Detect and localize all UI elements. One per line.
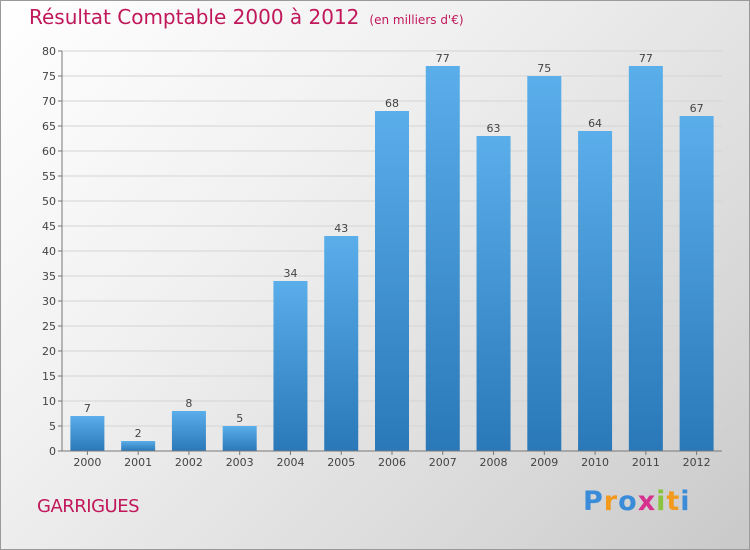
bar-value-label: 8	[185, 397, 192, 410]
bar-value-label: 2	[135, 427, 142, 440]
bars	[70, 66, 714, 451]
y-tick-label: 35	[42, 270, 56, 283]
y-tick-label: 25	[42, 320, 56, 333]
bar-value-label: 67	[690, 102, 704, 115]
bar-value-label: 5	[236, 412, 243, 425]
logo-letter: r	[603, 486, 619, 517]
title-row: Résultat Comptable 2000 à 2012 (en millie…	[29, 5, 464, 29]
data-labels: 7 2 8 5 34 43 68 77 63 75 64 77 67	[84, 52, 704, 440]
y-tick-label: 10	[42, 395, 56, 408]
y-tick-label: 45	[42, 220, 56, 233]
bar	[273, 281, 308, 451]
bar-value-label: 63	[487, 122, 501, 135]
x-tick-label: 2010	[581, 456, 609, 469]
x-tick-label: 2009	[530, 456, 558, 469]
y-tick-label: 60	[42, 145, 56, 158]
logo-letter: i	[656, 486, 667, 517]
y-tick-label: 40	[42, 245, 56, 258]
y-tick-label: 55	[42, 170, 56, 183]
bar-value-label: 43	[334, 222, 348, 235]
x-tick-label: 2005	[327, 456, 355, 469]
logo-letter: t	[666, 486, 681, 517]
logo-letter: P	[583, 486, 604, 517]
bar-value-label: 7	[84, 402, 91, 415]
bar	[425, 66, 460, 451]
logo-letter: x	[637, 486, 657, 517]
y-tick-label: 80	[42, 45, 56, 58]
x-tick-label: 2011	[632, 456, 660, 469]
y-tick-label: 75	[42, 70, 56, 83]
x-tick-label: 2006	[378, 456, 406, 469]
bar	[578, 131, 613, 451]
bar	[171, 411, 206, 451]
logo-letter: i	[680, 486, 691, 517]
bar-value-label: 77	[436, 52, 450, 65]
y-tick-label: 20	[42, 345, 56, 358]
x-tick-label: 2008	[480, 456, 508, 469]
bar	[476, 136, 511, 451]
proxiti-logo[interactable]: Proxiti	[583, 486, 691, 517]
bar-value-label: 34	[283, 267, 297, 280]
x-tick-label: 2012	[683, 456, 711, 469]
chart-title: Résultat Comptable 2000 à 2012	[29, 5, 360, 29]
x-tick-label: 2007	[429, 456, 457, 469]
x-tick-label: 2004	[276, 456, 304, 469]
bar-value-label: 64	[588, 117, 602, 130]
logo-letter: o	[618, 486, 638, 517]
chart-subtitle: (en milliers d'€)	[369, 13, 464, 27]
y-tick-label: 0	[49, 445, 56, 458]
bar-value-label: 68	[385, 97, 399, 110]
bar	[679, 116, 714, 451]
x-tick-label: 2001	[124, 456, 152, 469]
bar	[121, 441, 156, 451]
bar-value-label: 75	[537, 62, 551, 75]
bar	[375, 111, 409, 451]
x-tick-label: 2000	[73, 456, 101, 469]
bar	[70, 416, 105, 451]
y-tick-label: 15	[42, 370, 56, 383]
y-tick-label: 65	[42, 120, 56, 133]
bar	[324, 236, 359, 451]
y-tick-label: 50	[42, 195, 56, 208]
commune-name: GARRIGUES	[37, 496, 140, 517]
bar	[222, 426, 257, 451]
y-tick-label: 70	[42, 95, 56, 108]
bar-value-label: 77	[639, 52, 653, 65]
x-tick-label: 2003	[226, 456, 254, 469]
y-tick-label: 5	[49, 420, 56, 433]
x-tick-label: 2002	[175, 456, 203, 469]
bar	[628, 66, 663, 451]
y-tick-label: 30	[42, 295, 56, 308]
bar	[527, 76, 562, 451]
